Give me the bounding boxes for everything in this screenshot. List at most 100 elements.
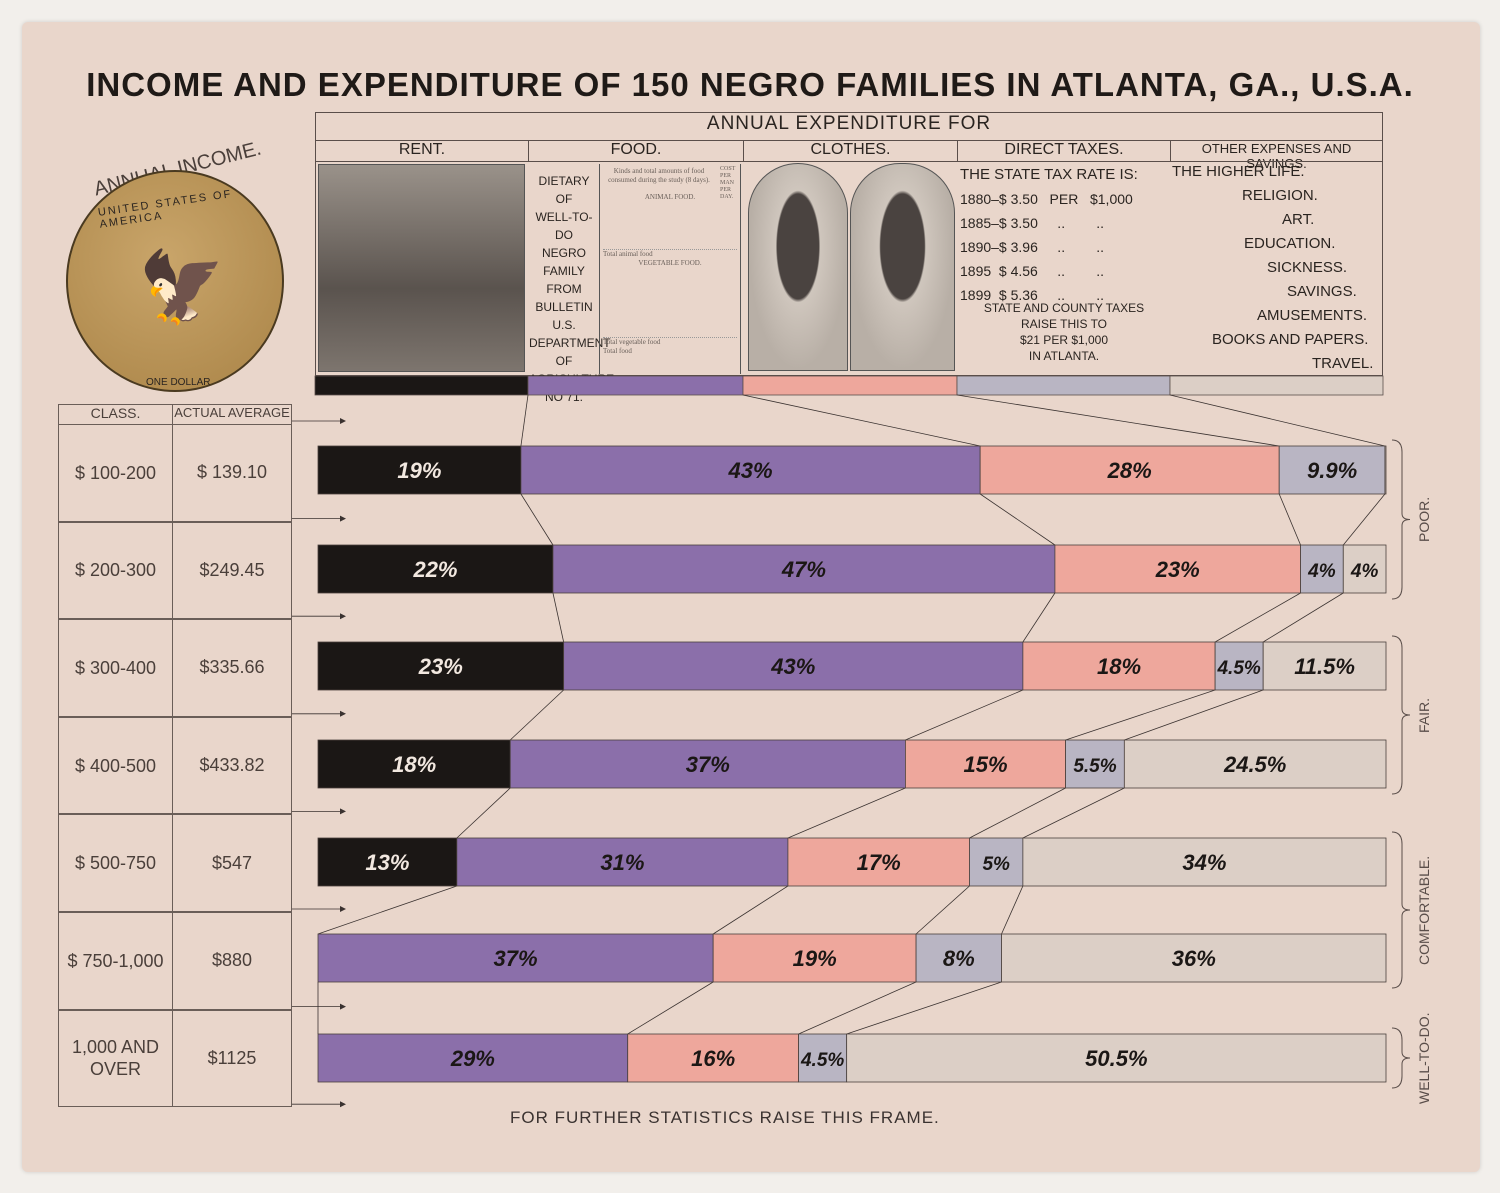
tax-line: 1880–$ 3.50 PER $1,000 [960,191,1133,207]
header-color-band [527,375,744,396]
connector-line [846,981,1002,1035]
food-table: Kinds and total amounts of food consumed… [599,164,741,374]
cost-header: COST PER MAN PER DAY. [720,166,736,200]
bar-label: 18% [392,752,436,777]
dietary-line: WELL-TO-DO [535,210,593,242]
arrow-head-icon [340,1101,346,1108]
brace-icon [1391,439,1411,600]
total-animal: Total animal food [603,250,653,258]
bar-segment [1262,641,1387,691]
total-vegetable: Total vegetable food [603,338,661,346]
actual-average: $ 139.10 [172,424,292,522]
bar-label: 5.5% [1073,756,1116,777]
tax-note-line: STATE AND COUNTY TAXES [983,301,1145,315]
vegetable-food: VEGETABLE FOOD. [638,259,702,267]
other-item: ART. [1282,211,1315,228]
connector-line [979,493,1056,546]
tax-line: 1885–$ 3.50 .. .. [960,215,1104,231]
house-photo [318,164,525,372]
total-food: Total food [603,347,632,355]
bar-segment [317,837,458,887]
arrow-head-icon [340,906,346,912]
connector-line [509,689,564,741]
bar-segment [627,1033,799,1083]
connector-line [1169,394,1386,447]
arrow-head-icon [340,418,346,424]
dietary-line: U.S. [552,318,576,332]
bar-label: 24.5% [1223,752,1286,777]
connector-line [787,787,906,839]
tax-note: STATE AND COUNTY TAXES RAISE THIS TO $21 P… [960,300,1168,364]
expenditure-for-label: ANNUAL EXPENDITURE FOR [706,113,992,134]
bar-segment [846,1033,1387,1083]
dietary-line: BULLETIN [535,300,593,314]
connector-line [1342,493,1386,546]
connector-line [520,493,554,546]
tax-line: 1890–$ 3.96 .. .. [960,239,1104,255]
connector-line [1022,592,1056,643]
bar-label: 29% [450,1046,495,1071]
bar-segment [317,544,554,594]
bar-label: 13% [365,850,409,875]
connector-line [1022,787,1125,839]
bar-segment [1022,641,1216,691]
brace-icon [1391,831,1411,989]
other-item: AMUSEMENTS. [1257,307,1368,324]
dietary-line: DEPARTMENT [529,336,611,350]
bar-label: 8% [943,946,975,971]
bar-segment [1001,933,1387,983]
bar-segment [1384,445,1387,495]
arrow-head-icon [340,808,346,815]
bar-label: 19% [397,458,441,483]
bar-label: 23% [418,654,463,679]
eagle-icon: 🦅 [138,248,226,326]
connector-line [915,885,970,935]
bar-label: 4% [1307,561,1336,582]
page-title: INCOME AND EXPENDITURE OF 150 NEGRO FAMI… [86,66,1414,103]
tax-line: THE STATE TAX RATE IS: [960,166,1138,183]
group-label: WELL-TO-DO. [1416,1012,1432,1104]
footer-note: FOR FURTHER STATISTICS RAISE THIS FRAME. [510,1108,940,1127]
arrow-head-icon [340,613,346,620]
bar-label: 43% [770,654,815,679]
tax-note-line: $21 PER $1,000 [1019,333,1109,347]
tax-line: 1895 $ 4.56 .. .. [960,263,1104,279]
header-body [315,161,1383,376]
connector-line [317,885,457,935]
bar-label: 43% [728,458,773,483]
group-label: FAIR. [1416,697,1432,733]
bar-label: 22% [412,557,457,582]
bar-segment [1342,544,1387,594]
bar-label: 37% [494,946,538,971]
bar-label: 17% [857,850,901,875]
group-label: POOR. [1416,496,1432,542]
other-item: TRAVEL. [1312,355,1374,372]
bar-segment [509,739,906,789]
arrow-head-icon [340,515,346,522]
actual-average: $1125 [172,1009,292,1108]
dollar-coin-icon: UNITED STATES OF AMERICA 🦅 ONE DOLLAR [66,170,284,392]
bar-label: 36% [1172,946,1216,971]
connector-line [969,787,1066,839]
bar-label: 4% [1350,561,1379,582]
bar-label: 4.5% [800,1050,844,1071]
connector-line [552,592,565,643]
bar-label: 4.5% [1216,658,1260,679]
tax-text: THE STATE TAX RATE IS: 1880–$ 3.50 PER $1… [960,163,1168,307]
actual-average: $249.45 [172,521,292,620]
connector-line [627,981,714,1035]
connector-line [798,981,917,1035]
connector-line [1001,885,1024,935]
actual-average: $547 [172,814,292,912]
actual-average: $433.82 [172,716,292,815]
dietary-line: FROM [546,282,582,296]
bar-segment [1054,544,1301,594]
bar-label: 9.9% [1307,458,1357,483]
actual-average: $880 [172,912,292,1010]
bar-segment [1300,544,1344,594]
bar-segment [456,837,789,887]
bar-segment [787,837,970,887]
other-expenses-list: THE HIGHER LIFE. RELIGION. ART. EDUCATION. S… [1172,160,1380,376]
other-item: EDUCATION. [1244,235,1336,252]
